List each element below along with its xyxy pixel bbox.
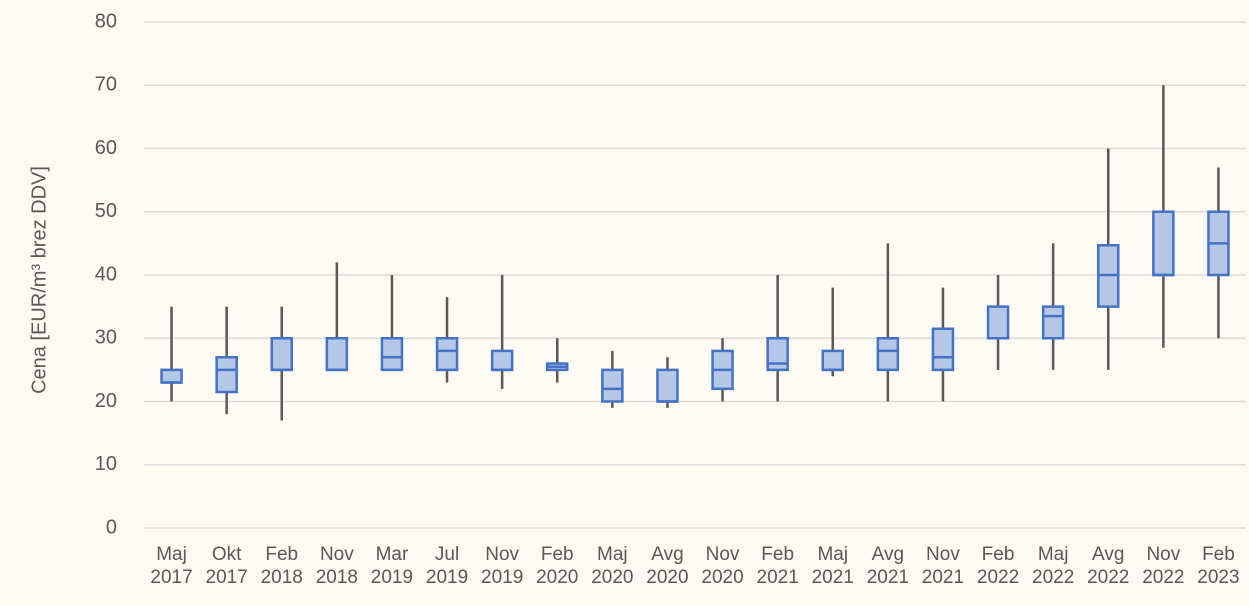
box: [490, 349, 514, 372]
x-tick-label: Avg 2020: [646, 544, 689, 588]
box: [876, 337, 900, 372]
box: [821, 349, 844, 372]
box: [325, 337, 349, 372]
box: [931, 327, 955, 372]
x-tick-label: Nov 2020: [701, 544, 744, 588]
x-tick-label: Jul 2019: [425, 544, 469, 588]
x-tick-label: Feb 2021: [756, 544, 799, 588]
x-tick-label: Maj 2021: [811, 544, 854, 588]
y-axis-label: Cena [EUR/m³ brez DDV]: [28, 166, 50, 394]
y-tick-label: 30: [95, 327, 117, 349]
x-tick-label: Mar 2019: [370, 544, 414, 588]
x-tick-label: Avg 2022: [1087, 544, 1130, 588]
y-tick-label: 40: [95, 263, 117, 285]
x-tick-label: Maj 2017: [150, 544, 193, 588]
box: [986, 305, 1010, 340]
x-tick-label: Feb 2022: [976, 544, 1020, 588]
x-tick-label: Okt 2017: [205, 544, 248, 588]
x-tick-label: Nov 2018: [315, 544, 358, 588]
y-tick-label: 20: [95, 390, 117, 412]
x-tick-label: Nov 2019: [481, 544, 524, 588]
x-tick-label: Maj 2022: [1032, 544, 1075, 588]
box: [766, 337, 789, 372]
box: [1041, 305, 1065, 340]
x-tick-label: Avg 2021: [866, 544, 909, 588]
x-tick-label: Feb 2018: [260, 544, 303, 588]
x-tick-label: Feb 2020: [536, 544, 579, 588]
box: [215, 355, 238, 394]
box: [380, 337, 404, 372]
y-tick-label: 0: [106, 516, 117, 538]
box: [160, 368, 183, 384]
box: [435, 337, 459, 372]
box: [1152, 210, 1175, 277]
y-tick-label: 10: [95, 453, 117, 475]
box: [656, 368, 679, 403]
y-tick-label: 60: [95, 137, 117, 159]
box: [601, 368, 624, 403]
x-tick-label: Maj 2020: [591, 544, 634, 588]
box: [270, 337, 293, 372]
x-tick-label: Nov 2022: [1142, 544, 1185, 588]
x-tick-label: Feb 2023: [1197, 544, 1240, 588]
y-tick-label: 80: [95, 10, 117, 32]
x-tick-label: Nov 2021: [921, 544, 965, 588]
y-tick-label: 70: [95, 74, 117, 96]
y-tick-label: 50: [95, 200, 117, 222]
